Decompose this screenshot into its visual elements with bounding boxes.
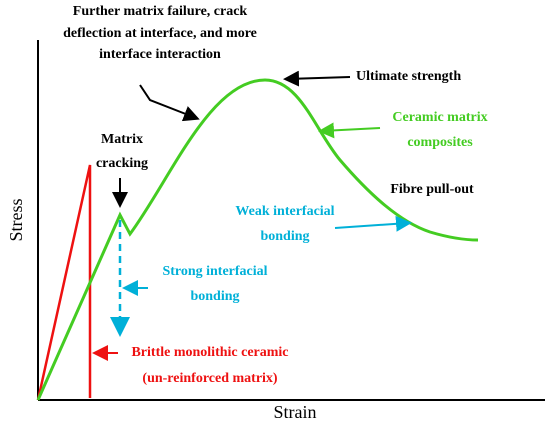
matrix-label: Matrix — [101, 132, 143, 147]
y-label: Stress — [6, 198, 26, 241]
note-arrow — [139, 84, 200, 122]
cmc-arrow — [318, 122, 381, 139]
ultimate-arrow — [283, 70, 351, 87]
strong-label: bonding — [190, 289, 239, 304]
cmc-label: Ceramic matrix — [392, 110, 487, 125]
weak-label: bonding — [260, 229, 309, 244]
brittle-label: (un-reinforced matrix) — [142, 371, 278, 386]
note-line: Further matrix failure, crack — [73, 4, 248, 19]
brittle-label: Brittle monolithic ceramic — [131, 345, 288, 360]
note-line: interface interaction — [99, 47, 221, 62]
cmc-curve — [36, 78, 479, 401]
fibre-label: Fibre pull-out — [390, 182, 474, 197]
labels: Further matrix failure, crack deflection… — [63, 4, 487, 386]
note-line: deflection at interface, and more — [63, 26, 257, 41]
cmc-label: composites — [407, 135, 473, 150]
brittle-curve — [36, 164, 92, 401]
strong-label: Strong interfacial — [162, 264, 267, 279]
weak-label: Weak interfacial — [235, 204, 334, 219]
matrix-label: cracking — [96, 156, 148, 171]
ultimate-label: Ultimate strength — [356, 69, 461, 84]
x-label: Strain — [274, 402, 317, 422]
weak-arrow — [334, 215, 412, 232]
axes — [37, 40, 545, 401]
